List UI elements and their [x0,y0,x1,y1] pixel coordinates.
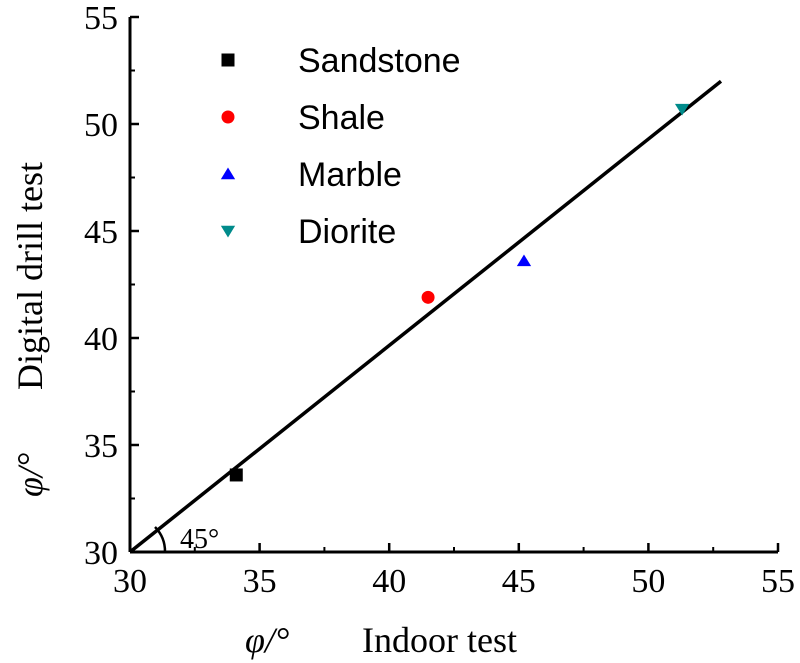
x-tick-label: 35 [243,563,277,600]
reference-line-group [128,79,723,554]
legend-marker-marble [220,167,236,180]
legend-label-marble: Marble [298,156,402,194]
legend: Sandstone Shale Marble Diorite [220,42,461,251]
x-tick-label: 50 [631,563,665,600]
data-point-marble [516,254,532,267]
data-point-diorite [674,103,690,116]
axes [128,17,778,554]
data-point-shale [421,290,435,304]
angle-annotation: 45° [180,524,219,555]
legend-marker-sandstone [221,53,235,67]
legend-marker-diorite [220,225,236,238]
data-points [229,103,690,482]
x-axis-title: Indoor test [362,620,517,660]
y-tick-label: 50 [84,107,118,144]
y-tick-label: 40 [84,321,118,358]
x-tick-label: 45 [502,563,536,600]
legend-label-diorite: Diorite [298,213,396,251]
y-tick-label: 35 [84,428,118,465]
reference-line [128,79,723,554]
y-tick-label: 45 [84,214,118,251]
y-tick-label: 55 [84,0,118,37]
ticks: 30 35 40 45 50 55 30 35 40 45 50 55 [84,0,795,600]
x-tick-label: 40 [372,563,406,600]
angle-arc [154,526,167,553]
x-tick-label: 30 [113,563,147,600]
legend-label-sandstone: Sandstone [298,42,461,80]
y-tick-label: 30 [84,535,118,572]
x-tick-label: 55 [761,563,795,600]
x-axis-title-symbol: φ/° [245,620,289,660]
legend-label-shale: Shale [298,99,385,137]
y-axis-title-symbol: φ/° [10,453,50,497]
y-axis-title: Digital drill test [10,162,50,390]
data-point-sandstone [229,468,243,482]
legend-marker-shale [221,110,235,124]
